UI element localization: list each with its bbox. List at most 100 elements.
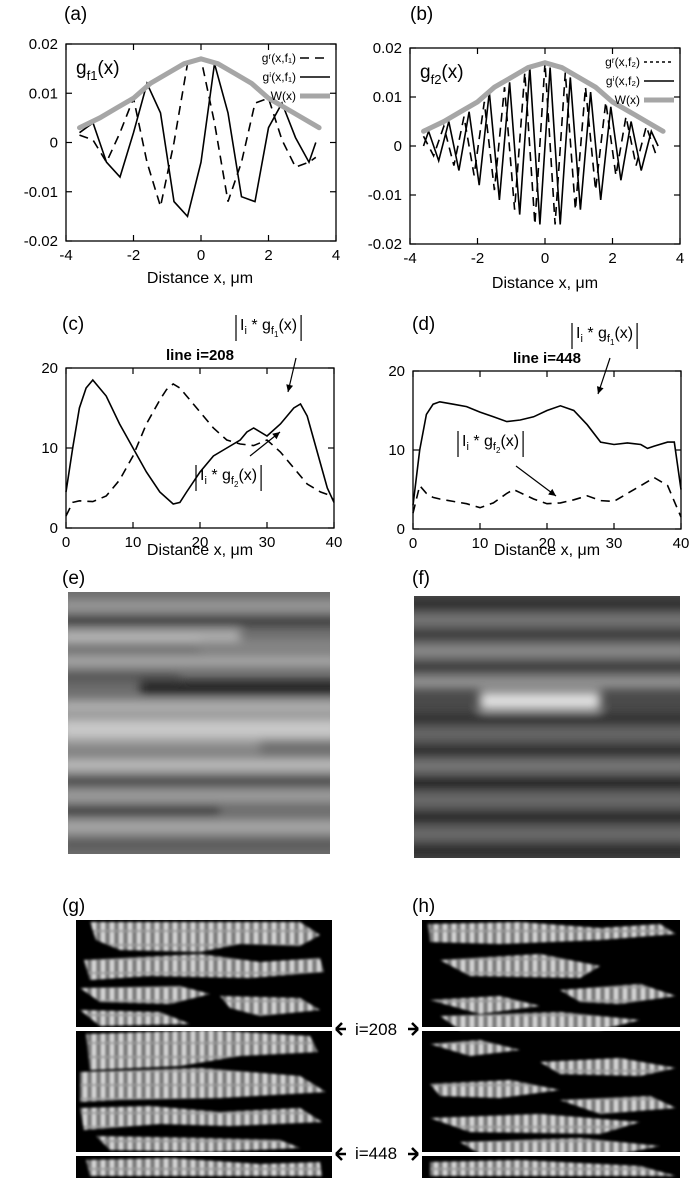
annotation-f: f bbox=[493, 441, 497, 453]
arrowhead-icon bbox=[596, 386, 604, 394]
annotation-I: I bbox=[462, 433, 466, 450]
inset-label-tail: (x) bbox=[97, 58, 119, 79]
legend-label: W(x) bbox=[615, 93, 640, 107]
annotation-lower: Ii * gf2(x) bbox=[195, 431, 281, 491]
series-line-dashed bbox=[412, 476, 682, 518]
image-panel-g bbox=[76, 920, 332, 1178]
annotation-f: f bbox=[231, 475, 235, 487]
x-axis-label: Distance x, μm bbox=[494, 542, 600, 559]
annotation-n: 1 bbox=[274, 330, 279, 339]
x-axis-label: Distance x, μm bbox=[147, 270, 253, 287]
panel-label: (d) bbox=[412, 314, 435, 335]
y-tick-label: 0 bbox=[50, 135, 58, 152]
chart-panel-0: (a) -4 -2 0 2 4 -0.02 -0.01 0 0.01 0.02 Distance x,… bbox=[24, 4, 340, 287]
panel-label-h: (h) bbox=[412, 896, 435, 917]
annotation-tail: (x) bbox=[278, 317, 297, 334]
annotation-label: Ii * gf2(x) bbox=[462, 433, 519, 455]
inset-label-main: g bbox=[76, 58, 87, 79]
x-axis-label-main: Distance x, bbox=[494, 542, 578, 559]
x-tick-label: 4 bbox=[676, 250, 684, 267]
annotation-f: f bbox=[607, 333, 611, 345]
image-panel-f bbox=[414, 596, 680, 858]
line-label-208-text: i=208 bbox=[355, 1020, 397, 1039]
panel-label: (b) bbox=[410, 4, 433, 25]
x-tick-label: -2 bbox=[127, 247, 140, 264]
annotation-lower: Ii * gf2(x) bbox=[457, 431, 557, 497]
x-tick-label: 30 bbox=[259, 534, 276, 551]
annotation-label: Ii * gf1(x) bbox=[576, 325, 633, 347]
panel-label: (a) bbox=[64, 4, 87, 25]
x-axis-label: Distance x, μm bbox=[492, 275, 598, 292]
series-line-dashed bbox=[422, 62, 658, 225]
annotation-upper: Ii * gf1(x) bbox=[571, 323, 638, 395]
image-panel-e bbox=[68, 592, 330, 854]
x-tick-label: 30 bbox=[606, 535, 623, 552]
annotation-I: I bbox=[240, 317, 244, 334]
annotation-n: 2 bbox=[234, 480, 239, 489]
panel-label: (c) bbox=[62, 314, 84, 335]
x-tick-label: -4 bbox=[59, 247, 72, 264]
annotation-g: * g bbox=[247, 317, 271, 334]
series-line-envelope bbox=[77, 56, 322, 131]
arrow-right-icon bbox=[408, 1147, 419, 1161]
y-tick-label: -0.01 bbox=[368, 187, 402, 204]
legend-label: gⁱ(x,f₂) bbox=[606, 74, 640, 88]
annotation-tail: (x) bbox=[500, 433, 519, 450]
x-tick-label: 2 bbox=[264, 247, 272, 264]
chart-title: line i=208 bbox=[166, 347, 234, 364]
legend-label: W(x) bbox=[271, 89, 296, 103]
annotation-arrow-line bbox=[515, 465, 557, 497]
legend-label: gʳ(x,f₁) bbox=[262, 51, 296, 65]
x-axis-label-unit: μm bbox=[231, 542, 254, 559]
y-tick-label: 10 bbox=[388, 442, 405, 459]
y-tick-label: 20 bbox=[388, 363, 405, 380]
legend: gʳ(x,f₂) gⁱ(x,f₂) W(x) bbox=[605, 55, 674, 107]
chart-title: line i=448 bbox=[513, 350, 581, 367]
inset-label: gf2(x) bbox=[420, 62, 464, 87]
arrowhead-icon bbox=[272, 432, 280, 440]
x-axis-label-main: Distance x, bbox=[492, 275, 576, 292]
annotation-upper: Ii * gf1(x) bbox=[235, 315, 302, 393]
annotation-I: I bbox=[576, 325, 580, 342]
annotation-i: i bbox=[580, 333, 582, 345]
y-tick-label: 0.02 bbox=[29, 36, 58, 53]
x-tick-label: -4 bbox=[403, 250, 416, 267]
annotation-I: I bbox=[200, 467, 204, 484]
inset-label-sub: f1 bbox=[87, 68, 98, 83]
arrow-left-icon bbox=[335, 1022, 346, 1036]
x-tick-label: 10 bbox=[125, 534, 142, 551]
y-tick-label: 0 bbox=[394, 138, 402, 155]
x-tick-label: 10 bbox=[472, 535, 489, 552]
y-tick-label: 0 bbox=[50, 520, 58, 537]
x-axis-label-unit: μm bbox=[578, 542, 601, 559]
y-tick-label: -0.01 bbox=[24, 184, 58, 201]
series-line-dashed bbox=[65, 383, 335, 517]
x-axis-label-unit: μm bbox=[576, 275, 599, 292]
arrow-right-icon bbox=[408, 1022, 419, 1036]
inset-label-tail: (x) bbox=[441, 62, 463, 83]
arrowhead-icon bbox=[286, 384, 294, 392]
series-line-solid bbox=[412, 400, 682, 506]
x-axis-label-main: Distance x, bbox=[147, 542, 231, 559]
x-tick-label: 20 bbox=[539, 535, 556, 552]
annotation-f: f bbox=[271, 325, 275, 337]
legend-label: gʳ(x,f₂) bbox=[605, 55, 640, 69]
x-tick-label: 40 bbox=[673, 535, 690, 552]
plot-frame bbox=[65, 367, 335, 529]
series-line-solid bbox=[79, 63, 317, 219]
annotation-label: Ii * gf2(x) bbox=[200, 467, 257, 489]
annotation-label: Ii * gf1(x) bbox=[240, 317, 297, 339]
annotation-i: i bbox=[204, 475, 206, 487]
legend-label: gⁱ(x,f₁) bbox=[262, 70, 296, 84]
series-line-solid bbox=[422, 67, 659, 225]
legend: gʳ(x,f₁) gⁱ(x,f₁) W(x) bbox=[262, 51, 330, 103]
panel-label-f: (f) bbox=[412, 568, 430, 589]
annotation-n: 2 bbox=[496, 446, 501, 455]
x-tick-label: 20 bbox=[192, 534, 209, 551]
x-tick-label: 0 bbox=[197, 247, 205, 264]
x-axis-label: Distance x, μm bbox=[147, 542, 253, 559]
inset-label-sub: f2 bbox=[431, 72, 442, 87]
annotation-i: i bbox=[244, 325, 246, 337]
y-tick-label: -0.02 bbox=[368, 236, 402, 253]
